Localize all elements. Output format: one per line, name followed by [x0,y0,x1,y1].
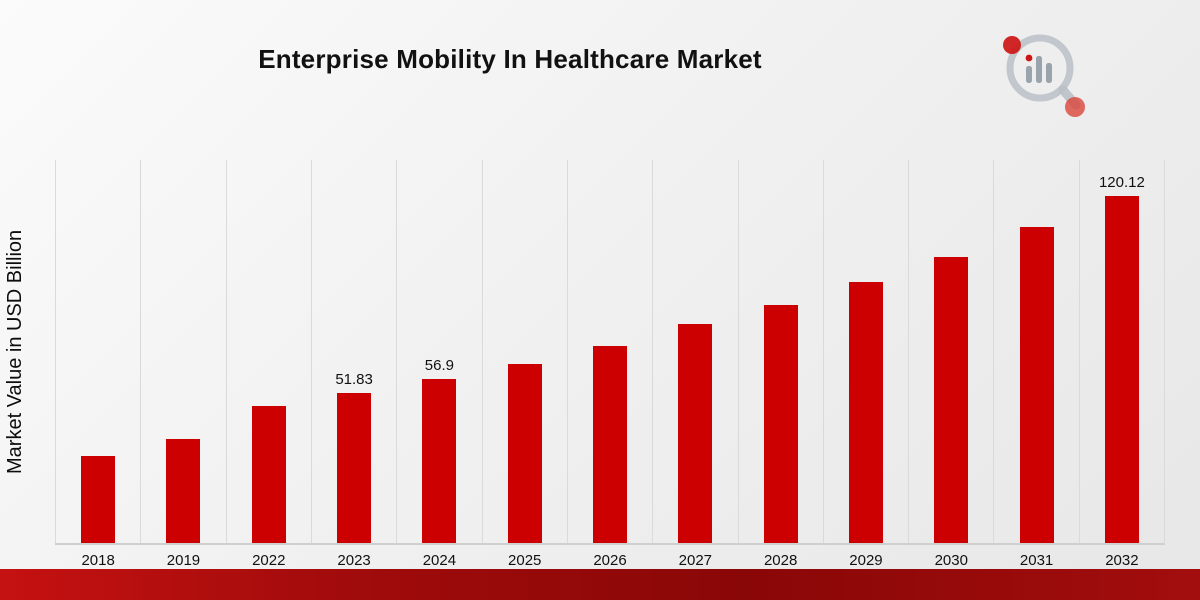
x-tick-label: 2032 [1105,552,1139,569]
y-axis-label: Market Value in USD Billion [4,229,26,475]
bar-chart: 2018 2019 2022 51.83 2023 56.9 2024 2025 2026 202… [55,160,1165,569]
x-tick-label: 2028 [763,552,798,569]
chart-column: 2028 [737,160,823,569]
x-tick-label: 2030 [934,552,968,569]
chart-column: 2019 [140,160,225,569]
x-tick-label: 2025 [508,552,542,569]
market-research-logo [1003,34,1085,117]
chart-column: 2022 [225,160,311,569]
chart-column: 2018 [55,160,140,569]
bar-2027 [678,323,713,543]
x-tick-label: 2024 [422,552,457,569]
chart-column: 2025 [481,160,567,569]
bar-2032 [1104,195,1139,543]
x-tick-label: 2026 [593,552,627,569]
x-tick-label: 2031 [1019,552,1054,569]
bar-2024 [422,378,457,543]
chart-title: Enterprise Mobility In Healthcare Market [258,44,762,74]
bar-2028 [763,304,798,543]
bar-2026 [593,345,628,543]
bar-2022 [251,406,286,543]
chart-column: 51.83 2023 [310,160,396,569]
chart-column: 2026 [566,160,652,569]
bar-2023 [337,393,372,543]
chart-column: 2030 [908,160,993,569]
x-tick-label: 2029 [849,552,883,569]
bar-2031 [1019,227,1054,543]
footer-ribbon [0,569,1200,600]
bar-2025 [507,363,542,543]
chart-column: 2029 [822,160,908,569]
chart-column: 2031 [993,160,1078,569]
bar-2030 [934,256,969,543]
x-tick-label: 2018 [81,552,115,569]
chart-column: 2027 [652,160,737,569]
bar-value-label: 56.9 [424,356,454,374]
bar-value-label: 120.12 [1098,173,1145,191]
x-tick-label: 2019 [166,552,201,569]
x-tick-label: 2023 [337,552,371,569]
x-tick-label: 2027 [678,552,713,569]
chart-column: 120.12 2032 [1078,160,1164,569]
bar-2019 [166,438,201,543]
bar-2029 [848,282,883,543]
bar-2018 [81,455,116,543]
magnifier-bar-chart-icon [1003,34,1085,117]
x-tick-label: 2022 [252,552,286,569]
chart-column: 56.9 2024 [396,160,481,569]
bar-value-label: 51.83 [335,371,373,389]
